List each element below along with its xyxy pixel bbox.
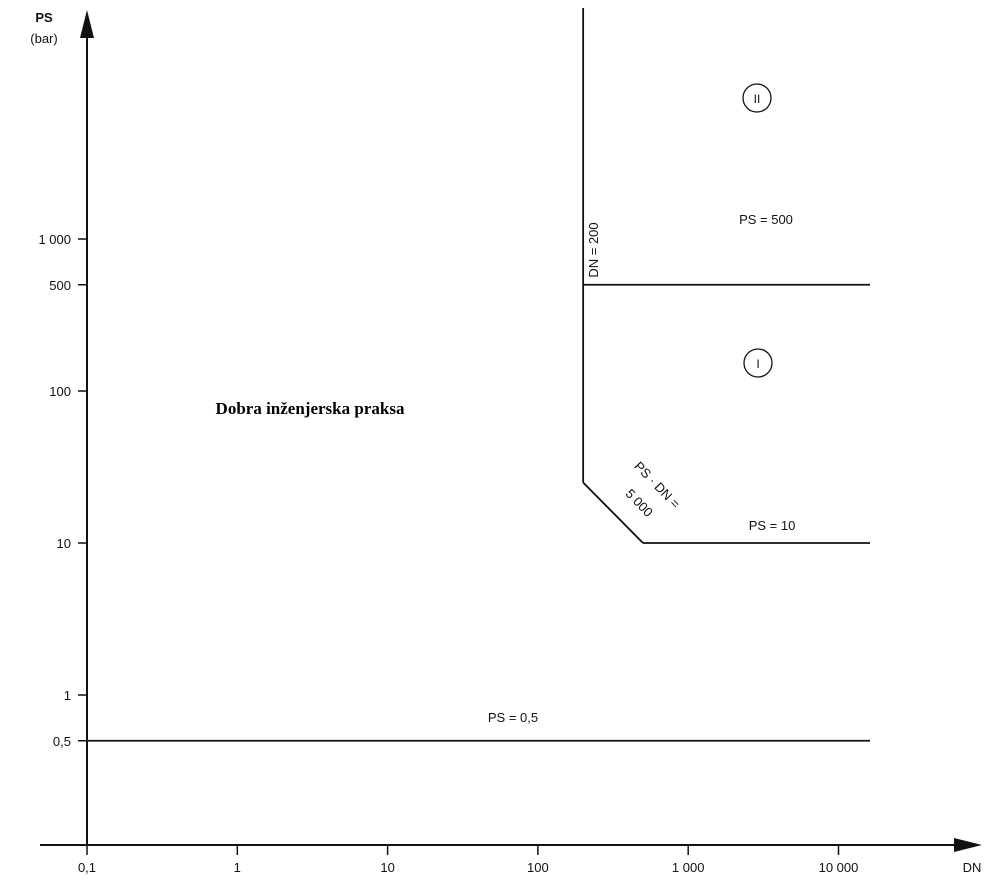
data-label: PS = 0,5: [488, 710, 538, 725]
category-circle: [742, 83, 772, 113]
x-tick-label: 10: [380, 860, 394, 875]
y-axis-unit: (bar): [30, 31, 57, 46]
x-tick-label: 0,1: [78, 860, 96, 875]
labels: PS (bar) DN PS = 0,5 PS = 500 PS = 10 DN = 200…: [30, 10, 981, 875]
y-tick-label: 10: [57, 536, 71, 551]
data-label: PS = 500: [739, 212, 793, 227]
category-circle: [743, 348, 773, 378]
category-label: II: [754, 92, 761, 106]
boundary-lines: [87, 8, 870, 742]
y-tick-label: 500: [49, 278, 71, 293]
x-tick-label: 1: [234, 860, 241, 875]
x-tick-label: 1 000: [672, 860, 705, 875]
data-label: DN = 200: [586, 222, 601, 277]
y-axis-arrow: [80, 10, 94, 38]
series-line: [582, 481, 644, 544]
y-tick-label: 100: [49, 384, 71, 399]
x-tick-label: 10 000: [819, 860, 859, 875]
axes: [40, 10, 982, 852]
data-label: PS = 10: [749, 518, 796, 533]
y-tick-label: 1: [64, 688, 71, 703]
category-label: I: [756, 357, 759, 371]
ticks: 0,1 1 10 100 1 000 10 000 0,5 1 10 100 500 1 000: [38, 232, 858, 875]
y-tick-label: 1 000: [38, 232, 71, 247]
x-axis-arrow: [954, 838, 982, 852]
region-label: Dobra inženjerska praksa: [216, 399, 405, 418]
data-label: 5 000: [623, 486, 656, 520]
x-tick-label: 100: [527, 860, 549, 875]
y-tick-label: 0,5: [53, 734, 71, 749]
x-axis-title: DN: [963, 860, 982, 875]
y-axis-title: PS: [35, 10, 53, 25]
